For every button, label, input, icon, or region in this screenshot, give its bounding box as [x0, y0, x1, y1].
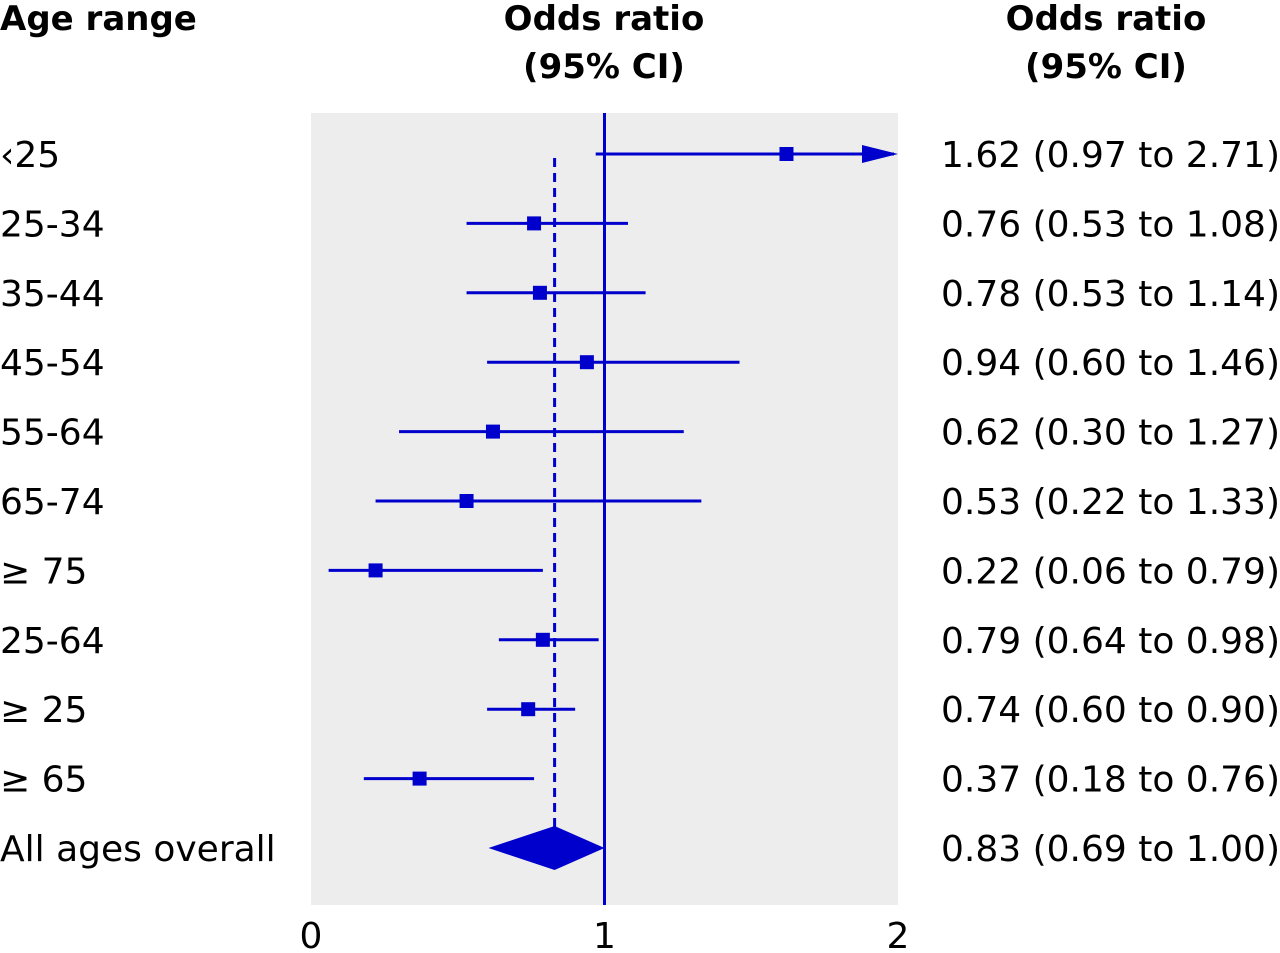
row-label: 25-34: [0, 204, 105, 245]
row-estimate-text: 0.76 (0.53 to 1.08): [941, 204, 1280, 245]
row-label: 55-64: [0, 413, 105, 454]
header-ci-right: (95% CI): [1025, 47, 1187, 87]
point-estimate-square: [485, 424, 500, 439]
row-label: ≥ 65: [0, 760, 87, 801]
header-odds-ratio-middle: Odds ratio: [504, 0, 705, 39]
row-estimate-text: 0.83 (0.69 to 1.00): [941, 829, 1280, 870]
row-label: 45-54: [0, 343, 105, 384]
point-estimate-square: [459, 494, 474, 508]
row-label: 65-74: [0, 482, 105, 523]
row-label: 25-64: [0, 621, 105, 662]
row-estimate-text: 0.22 (0.06 to 0.79): [941, 551, 1280, 592]
row-label: ≥ 75: [0, 551, 87, 592]
point-estimate-square: [779, 147, 794, 161]
point-estimate-square: [412, 771, 427, 786]
point-estimate-square: [521, 702, 536, 717]
row-label: ‹25: [0, 135, 60, 176]
row-estimate-text: 0.94 (0.60 to 1.46): [941, 343, 1280, 384]
pooled-diamond: [488, 826, 605, 870]
row-estimate-text: 0.78 (0.53 to 1.14): [941, 274, 1280, 315]
row-estimate-text: 0.74 (0.60 to 0.90): [941, 690, 1280, 731]
x-tick-label: 0: [300, 916, 323, 953]
header-ci-middle: (95% CI): [523, 47, 685, 87]
point-estimate-square: [579, 355, 594, 370]
row-estimate-text: 0.37 (0.18 to 0.76): [941, 760, 1280, 801]
row-label: All ages overall: [0, 829, 276, 870]
ci-arrow-head: [862, 145, 898, 163]
row-label: 35-44: [0, 274, 105, 315]
row-estimate-text: 1.62 (0.97 to 2.71): [941, 135, 1280, 176]
header-age-range: Age range: [0, 0, 197, 39]
row-estimate-text: 0.79 (0.64 to 0.98): [941, 621, 1280, 662]
row-label: ≥ 25: [0, 690, 87, 731]
point-estimate-square: [527, 216, 542, 231]
point-estimate-square: [535, 632, 550, 647]
point-estimate-square: [368, 563, 383, 578]
x-tick-label: 2: [887, 916, 910, 953]
point-estimate-square: [532, 285, 547, 300]
x-tick-label: 1: [593, 916, 616, 953]
row-estimate-text: 0.62 (0.30 to 1.27): [941, 413, 1280, 454]
row-estimate-text: 0.53 (0.22 to 1.33): [941, 482, 1280, 523]
header-odds-ratio-right: Odds ratio: [1006, 0, 1207, 39]
